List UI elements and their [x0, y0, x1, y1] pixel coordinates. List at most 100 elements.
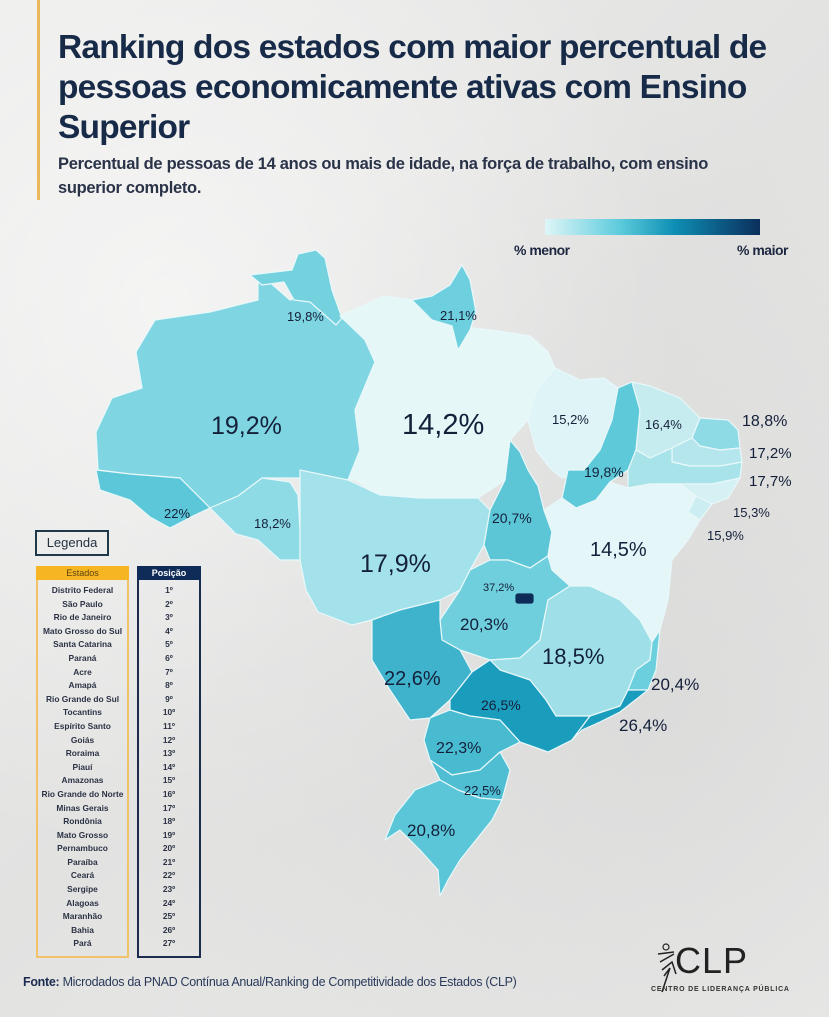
scale-max-label: % maior	[737, 242, 788, 258]
source-note: Fonte: Microdados da PNAD Contínua Anual…	[23, 975, 517, 989]
scale-min-label: % menor	[514, 242, 570, 258]
legend-state-row: Rio Grande do Norte	[41, 788, 124, 799]
label-bahia: 14,5%	[590, 539, 647, 561]
legend-position-row: 15º	[162, 775, 176, 786]
legend-tag: Legenda	[35, 530, 109, 556]
label-sc: 22,5%	[464, 783, 501, 798]
legend-state-row: Minas Gerais	[56, 802, 109, 813]
legend-position-row: 5º	[165, 639, 173, 650]
legend-state-row: Roraima	[65, 748, 100, 759]
state-amapa[interactable]	[411, 264, 477, 351]
legend-position-row: 13º	[162, 748, 176, 759]
label-mato-grosso: 17,9%	[360, 550, 431, 578]
legend-position-row: 2º	[165, 598, 173, 609]
legend-state-row: Distrito Federal	[51, 585, 114, 595]
label-pb: 17,2%	[749, 445, 792, 462]
legend-position-row: 9º	[165, 693, 173, 704]
legend-state-row: Espírito Santo	[54, 720, 111, 731]
legend-position-row: 20º	[162, 843, 176, 854]
legend-state-row: Rondônia	[63, 816, 102, 827]
legend-position-row: 16º	[162, 788, 176, 799]
label-para: 14,2%	[402, 409, 484, 441]
legend-position-row: 27º	[162, 938, 176, 949]
page-title: Ranking dos estados com maior percentual…	[58, 29, 767, 146]
state-distrito-federal[interactable]	[515, 593, 534, 604]
legend-position-column: Posição 1º 2º 3º 4º 5º 6º 7º 8º 9º 10º 11º 12º 13º 14…	[137, 566, 201, 958]
logo-subtitle: CENTRO DE LIDERANÇA PÚBLICA	[651, 986, 790, 993]
source-text: Microdados da PNAD Contínua Anual/Rankin…	[59, 975, 517, 989]
label-es: 20,4%	[651, 675, 699, 694]
legend-state-row: Ceará	[70, 870, 95, 881]
label-roraima: 19,8%	[287, 309, 324, 324]
label-al: 15,3%	[733, 505, 770, 520]
label-se: 15,9%	[707, 528, 744, 543]
legend-state-row: Acre	[73, 666, 92, 677]
legend-position-row: 11º	[163, 720, 175, 731]
legend-state-row: Rio de Janeiro	[53, 612, 112, 623]
label-maranhao: 15,2%	[552, 412, 589, 427]
legend-position-row: 23º	[162, 884, 176, 895]
page-subtitle: Percentual de pessoas de 14 anos ou mais…	[58, 155, 708, 197]
legend-position-row: 22º	[162, 870, 176, 881]
legend-state-row: Goiás	[70, 734, 95, 745]
legend-state-row: Piauí	[72, 761, 93, 772]
source-label: Fonte:	[23, 975, 60, 989]
legend-position-row: 12º	[162, 734, 176, 745]
label-rondonia: 18,2%	[254, 516, 291, 531]
legend-state-row: Pernambuco	[57, 843, 108, 854]
legend-position-row: 19º	[162, 829, 176, 840]
legend-position-row: 25º	[162, 911, 176, 922]
clp-logo-icon	[657, 943, 677, 993]
accent-bar	[37, 0, 40, 200]
legend-position-row: 24º	[162, 897, 176, 908]
label-acre: 22%	[164, 506, 190, 521]
legend-position-row: 18º	[162, 816, 176, 827]
legend-state-row: Santa Catarina	[53, 639, 112, 650]
legend-state-row: Maranhão	[62, 911, 103, 922]
label-rn: 18,8%	[742, 413, 787, 430]
label-pe: 17,7%	[749, 473, 792, 490]
legend-position-row: 17º	[162, 802, 176, 813]
states-header: Estados	[36, 566, 129, 580]
legend-position-row: 26º	[162, 924, 176, 935]
label-rj: 26,4%	[619, 716, 667, 735]
legend-state-row: Rio Grande do Sul	[45, 693, 120, 704]
legend-state-row: Sergipe	[67, 884, 98, 895]
legend-state-row: Paraná	[68, 652, 97, 663]
label-amapa: 21,1%	[440, 308, 477, 323]
label-ms: 22,6%	[384, 668, 441, 690]
legend-state-row: Paraíba	[67, 856, 98, 867]
state-rio-grande-do-sul[interactable]	[384, 779, 503, 897]
legend-state-row: Mato Grosso	[56, 829, 109, 840]
legend-position-row: 3º	[165, 612, 173, 623]
legend-position-row: 14º	[162, 761, 176, 772]
legend-state-row: São Paulo	[62, 598, 103, 609]
label-minas-gerais: 18,5%	[542, 644, 604, 669]
label-rs: 20,8%	[407, 821, 455, 840]
label-piaui: 19,8%	[584, 464, 624, 480]
legend-state-row: Alagoas	[66, 897, 99, 908]
legend-position-row: 21º	[162, 856, 176, 867]
label-df: 37,2%	[483, 582, 514, 594]
legend-state-row: Pará	[73, 938, 92, 949]
legend-position-row: 8º	[165, 680, 173, 691]
label-ceara: 16,4%	[645, 417, 682, 432]
state-rio-de-janeiro[interactable]	[571, 689, 649, 741]
logo-text: CLP	[675, 940, 749, 981]
legend-position-row: 10º	[162, 707, 176, 718]
state-acre[interactable]	[95, 469, 211, 529]
legend-state-row: Tocantins	[63, 707, 102, 718]
legend-states-column: Estados Distrito Federal São Paulo Rio de …	[36, 566, 129, 958]
legend-state-row: Amazonas	[61, 775, 104, 786]
label-amazonas: 19,2%	[211, 412, 282, 440]
legend-position-row: 1º	[165, 585, 173, 595]
legend-position-row: 4º	[165, 625, 173, 636]
label-goias: 20,3%	[460, 615, 508, 634]
label-pr: 22,3%	[436, 740, 481, 757]
legend-state-row: Bahia	[71, 924, 94, 935]
legend-position-row: 6º	[165, 652, 173, 663]
legend-state-row: Mato Grosso do Sul	[42, 625, 123, 636]
legend-position-row: 7º	[165, 666, 173, 677]
legend-state-row: Amapá	[68, 680, 97, 691]
position-header: Posição	[137, 566, 201, 580]
